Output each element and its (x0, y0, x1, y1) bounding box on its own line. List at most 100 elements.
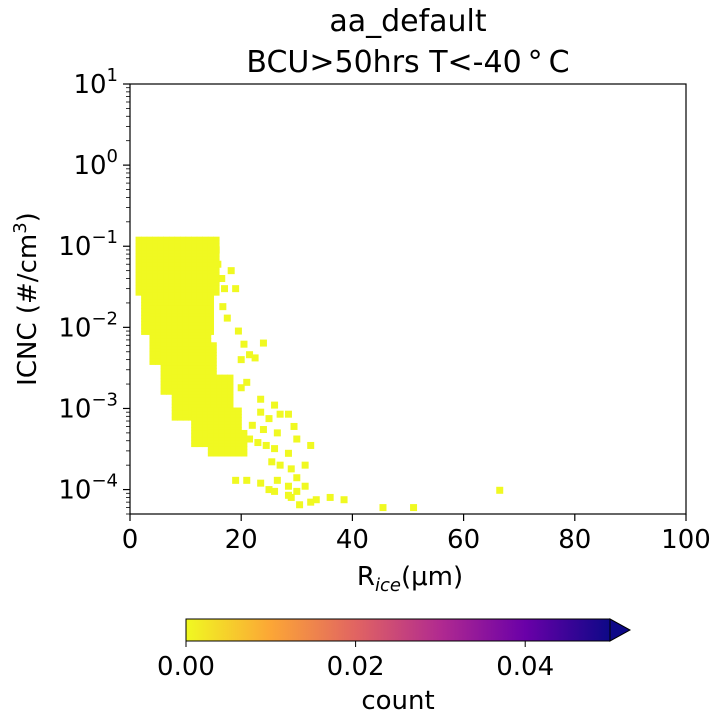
heatmap-cell (141, 243, 148, 247)
heatmap-cell (149, 325, 156, 330)
heatmap-cell (241, 439, 248, 444)
heatmap-cell (163, 262, 170, 267)
heatmap-cell (177, 358, 184, 363)
heatmap-cell (163, 249, 170, 254)
heatmap-cell (163, 243, 170, 247)
heatmap-cell (182, 387, 189, 392)
heatmap-cell (235, 417, 242, 422)
heatmap-cell (221, 400, 228, 405)
heatmap-cell (257, 408, 265, 416)
heatmap-cell (193, 335, 201, 339)
heatmap-cell (163, 295, 170, 300)
heatmap-cell (185, 239, 192, 244)
heatmap-cell (182, 345, 189, 350)
heatmap-cell (271, 487, 279, 495)
heatmap-cell (213, 436, 220, 441)
heatmap-cell (174, 262, 181, 267)
heatmap-cell (171, 331, 178, 336)
heatmap-cell (146, 301, 153, 306)
heatmap-cell (196, 288, 203, 293)
heatmap-cell (218, 442, 226, 447)
heatmap-cell (230, 452, 237, 457)
heatmap-cell (166, 371, 173, 376)
colorbar-ticks: 0.00 0.02 0.04 (157, 641, 554, 682)
heatmap-cell (191, 275, 198, 280)
heatmap-cell (221, 403, 228, 408)
heatmap-cell (213, 282, 220, 286)
heatmap-cell (166, 322, 173, 326)
heatmap-cell (207, 410, 214, 415)
heatmap-cell (191, 236, 198, 241)
heatmap-cell (199, 358, 206, 363)
heatmap-cell (218, 427, 226, 431)
heatmap-cell (188, 331, 195, 336)
heatmap-cell (174, 269, 181, 274)
heatmap-cell (177, 322, 184, 326)
heatmap-cell (207, 414, 214, 418)
heatmap-cell (202, 279, 209, 284)
heatmap-cell (157, 298, 164, 303)
heatmap-cell (227, 381, 234, 385)
heatmap-cell (180, 282, 187, 287)
heatmap-cell (171, 374, 178, 379)
heatmap-cell (213, 236, 220, 241)
heatmap-cell (177, 390, 184, 395)
heatmap-cell (193, 390, 201, 395)
heatmap-cell (157, 275, 164, 280)
heatmap-cell (193, 309, 201, 314)
heatmap-cell (216, 394, 223, 398)
heatmap-cell (180, 288, 187, 293)
heatmap-cell (166, 384, 173, 389)
heatmap-cell (188, 394, 195, 398)
heatmap-cell (155, 331, 162, 336)
heatmap-cell (171, 390, 178, 395)
heatmap-cell (205, 331, 212, 336)
heatmap-cell (182, 361, 189, 366)
heatmap-cell (284, 449, 292, 457)
heatmap-cell (213, 429, 220, 434)
heatmap-cell (168, 243, 176, 247)
heatmap-cell (168, 275, 176, 280)
heatmap-cell (202, 436, 209, 441)
heatmap-cells (135, 236, 504, 512)
y-tick-exponent: −3 (91, 389, 118, 410)
heatmap-cell (168, 301, 176, 306)
heatmap-cell (168, 256, 176, 260)
heatmap-cell (168, 259, 176, 264)
heatmap-cell (141, 321, 148, 326)
heatmap-cell (276, 410, 284, 418)
heatmap-cell (207, 292, 214, 296)
heatmap-cell (135, 239, 142, 244)
heatmap-cell (174, 279, 181, 284)
heatmap-cell (230, 439, 237, 444)
heatmap-cell (223, 314, 231, 322)
heatmap-cell (205, 384, 212, 389)
heatmap-cell (213, 417, 220, 422)
heatmap-cell (185, 266, 192, 271)
heatmap-cell (199, 384, 206, 389)
heatmap-cell (163, 259, 170, 264)
heatmap-cell (155, 328, 162, 333)
y-tick-base: 10 (58, 313, 91, 343)
heatmap-cell (182, 322, 189, 326)
heatmap-cell (213, 414, 220, 418)
heatmap-cell (149, 351, 156, 356)
heatmap-cell (207, 259, 214, 264)
heatmap-cell (213, 285, 220, 290)
heatmap-cell (199, 400, 206, 405)
heatmap-cell (193, 355, 201, 360)
heatmap-cell (160, 358, 167, 363)
heatmap-cell (141, 288, 148, 293)
heatmap-cell (171, 335, 178, 339)
heatmap-cell (193, 397, 201, 402)
heatmap-cell (149, 338, 156, 343)
heatmap-cell (141, 327, 148, 332)
heatmap-cell (182, 331, 189, 336)
heatmap-cell (193, 312, 201, 317)
heatmap-cell (207, 266, 214, 271)
y-tick-base: 10 (73, 151, 106, 181)
heatmap-cell (185, 246, 192, 251)
heatmap-cell (166, 387, 173, 392)
heatmap-cell (180, 246, 187, 251)
